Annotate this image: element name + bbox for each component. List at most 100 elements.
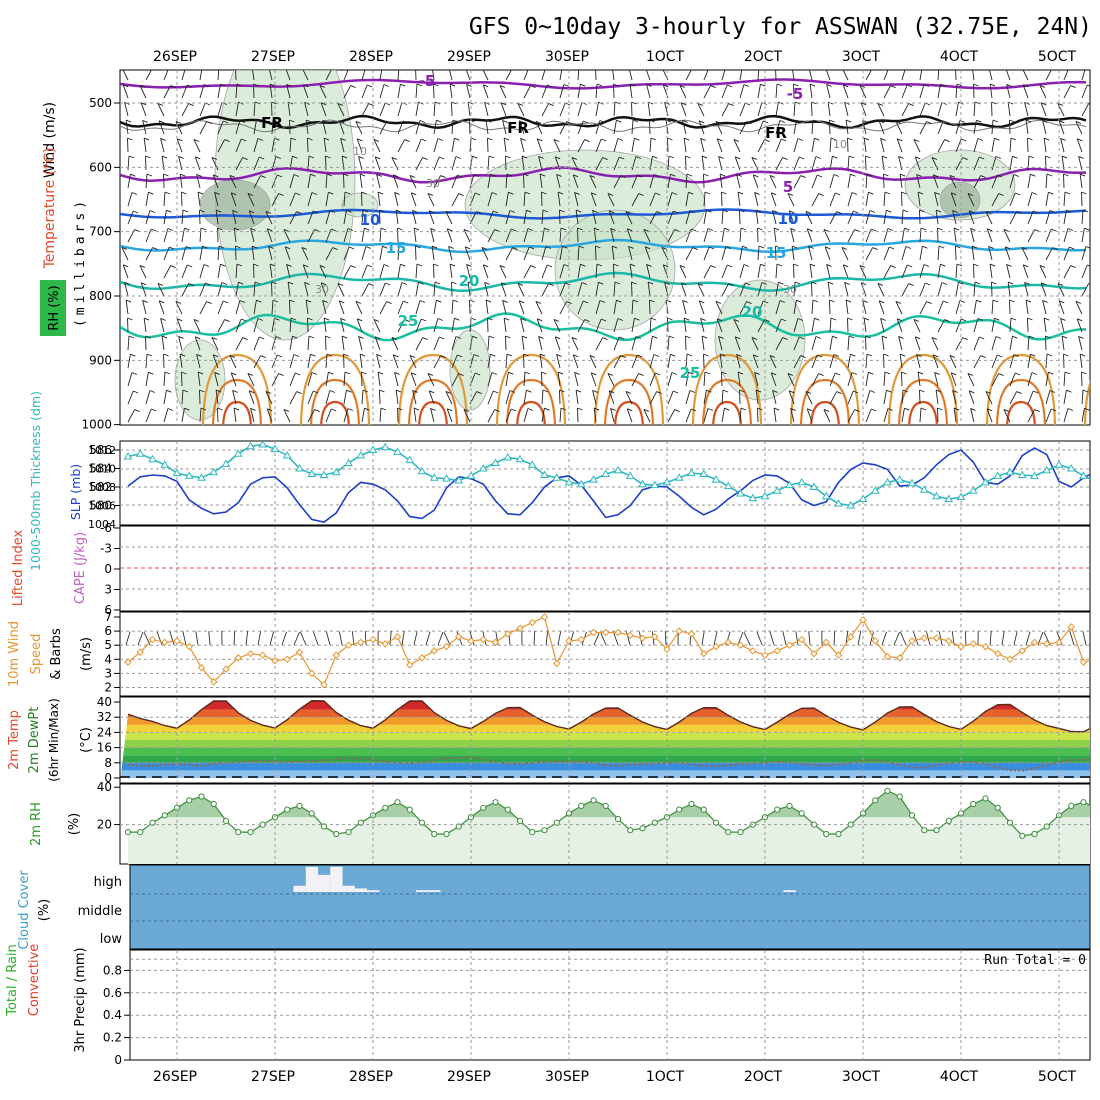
wind-barb-flag: [260, 355, 266, 359]
rh2m-axis-label: 2m RH: [29, 802, 44, 846]
wind-barb-flag: [1061, 335, 1068, 339]
wind-barb: [233, 228, 237, 243]
wind-barb-flag: [1010, 137, 1017, 141]
wind-barb-flag: [754, 191, 760, 195]
wind-barb-flag: [775, 245, 781, 249]
wind-barb-flag: [1033, 390, 1039, 394]
wind-barb-flag: [649, 119, 655, 123]
wind-barb: [829, 391, 837, 405]
wind-barb-flag: [421, 318, 427, 322]
wind-barb-flag: [976, 119, 982, 123]
wind-barb: [793, 336, 800, 351]
wind-barb-flag: [202, 245, 208, 249]
wind10m-barb: [1025, 631, 1031, 646]
wind-barb: [793, 138, 799, 153]
wind-barb-flag: [1034, 409, 1040, 413]
wind-barb-flag: [1016, 211, 1022, 215]
wind-barb: [392, 174, 399, 189]
wind-barb-flag: [341, 335, 348, 339]
wind-barb: [340, 318, 345, 333]
wind-barb: [883, 210, 887, 225]
thickness-point: [417, 466, 427, 475]
wind-barb-flag: [146, 173, 153, 177]
wind-barb-flag: [619, 336, 625, 340]
wind10m-point: [920, 634, 928, 642]
wind-barb-flag: [125, 119, 132, 123]
wind-barb-flag: [419, 300, 426, 303]
wind-barb-flag: [778, 281, 784, 285]
thickness-point: [1066, 464, 1076, 472]
wind-barb: [235, 102, 239, 117]
heat-loop: [712, 400, 742, 425]
wind-barb: [697, 283, 705, 297]
tick-label: 0.2: [103, 1031, 122, 1045]
wind-barb-flag: [566, 301, 572, 305]
wind-barb: [901, 103, 909, 117]
wind-barb: [1057, 103, 1065, 117]
wind10m-barb: [425, 631, 431, 646]
wind-barb: [932, 174, 939, 189]
wind-barb: [415, 138, 422, 153]
thickness-point: [270, 444, 280, 453]
rh-contour-label: 30: [426, 177, 440, 190]
wind10m-point: [908, 637, 916, 645]
wind-barb: [1063, 70, 1069, 81]
wind10m-point: [406, 661, 414, 669]
wind-barb: [757, 70, 760, 81]
wind-barb: [397, 407, 399, 423]
wind-barb: [287, 282, 291, 297]
wind-barb: [343, 371, 346, 387]
wind-barb-flag: [409, 354, 416, 358]
wind-barb: [127, 372, 133, 387]
wind-barb: [541, 70, 546, 81]
wind-barb-flag: [412, 209, 418, 213]
wind-barb: [595, 157, 603, 171]
wind-barb-flag: [1039, 264, 1046, 268]
wind-barb: [307, 372, 313, 387]
wind-barb: [337, 283, 345, 297]
wind-barb: [631, 354, 638, 369]
cloud-high-bars: [293, 866, 796, 892]
precip-axis-label-2: Convective: [27, 944, 42, 1017]
wind-barb: [271, 174, 278, 189]
wind-barb-flag: [830, 137, 837, 141]
wind-barb-flag: [219, 66, 224, 68]
wind-barb-flag: [393, 354, 399, 358]
wind-barb: [289, 174, 295, 189]
thickness-point: [1005, 467, 1015, 476]
wind-barb-flag: [196, 353, 202, 357]
wind-barb-flag: [527, 408, 534, 411]
wind-barb-flag: [1088, 103, 1090, 105]
wind-barb: [824, 246, 831, 261]
wind-barb: [955, 138, 962, 153]
date-label-top: 30SEP: [545, 49, 589, 65]
wind-barb-flag: [466, 83, 472, 87]
wind-barb: [356, 318, 363, 333]
wind-barb: [323, 138, 327, 153]
wind10m-barb: [545, 631, 549, 646]
wind-barb: [253, 281, 256, 297]
wind-barb: [502, 120, 507, 135]
wind-barb: [1045, 372, 1049, 387]
temperature-band: [120, 732, 1090, 740]
thickness-point: [723, 481, 733, 490]
wind-barb-flag: [805, 390, 812, 394]
wind-barb-flag: [887, 228, 894, 231]
wind-barb: [575, 210, 579, 225]
wind10m-speed-series: [124, 613, 1090, 689]
wind-barb-flag: [339, 300, 345, 304]
wind-barb: [734, 336, 741, 351]
wind-barb-flag: [1031, 192, 1038, 195]
wind-barb: [145, 70, 152, 81]
wind-barb: [1021, 247, 1029, 261]
wind10m-point: [148, 635, 157, 644]
wind-barb-flag: [881, 335, 888, 339]
wind-barb-flag: [683, 317, 690, 321]
wind-barb: [631, 119, 634, 135]
wind-barb: [271, 119, 274, 135]
thickness-point: [968, 486, 978, 494]
wind-barb: [932, 354, 939, 369]
wind-barb: [919, 246, 923, 261]
wind-barb-flag: [188, 103, 194, 107]
wind-barb-flag: [323, 137, 330, 141]
